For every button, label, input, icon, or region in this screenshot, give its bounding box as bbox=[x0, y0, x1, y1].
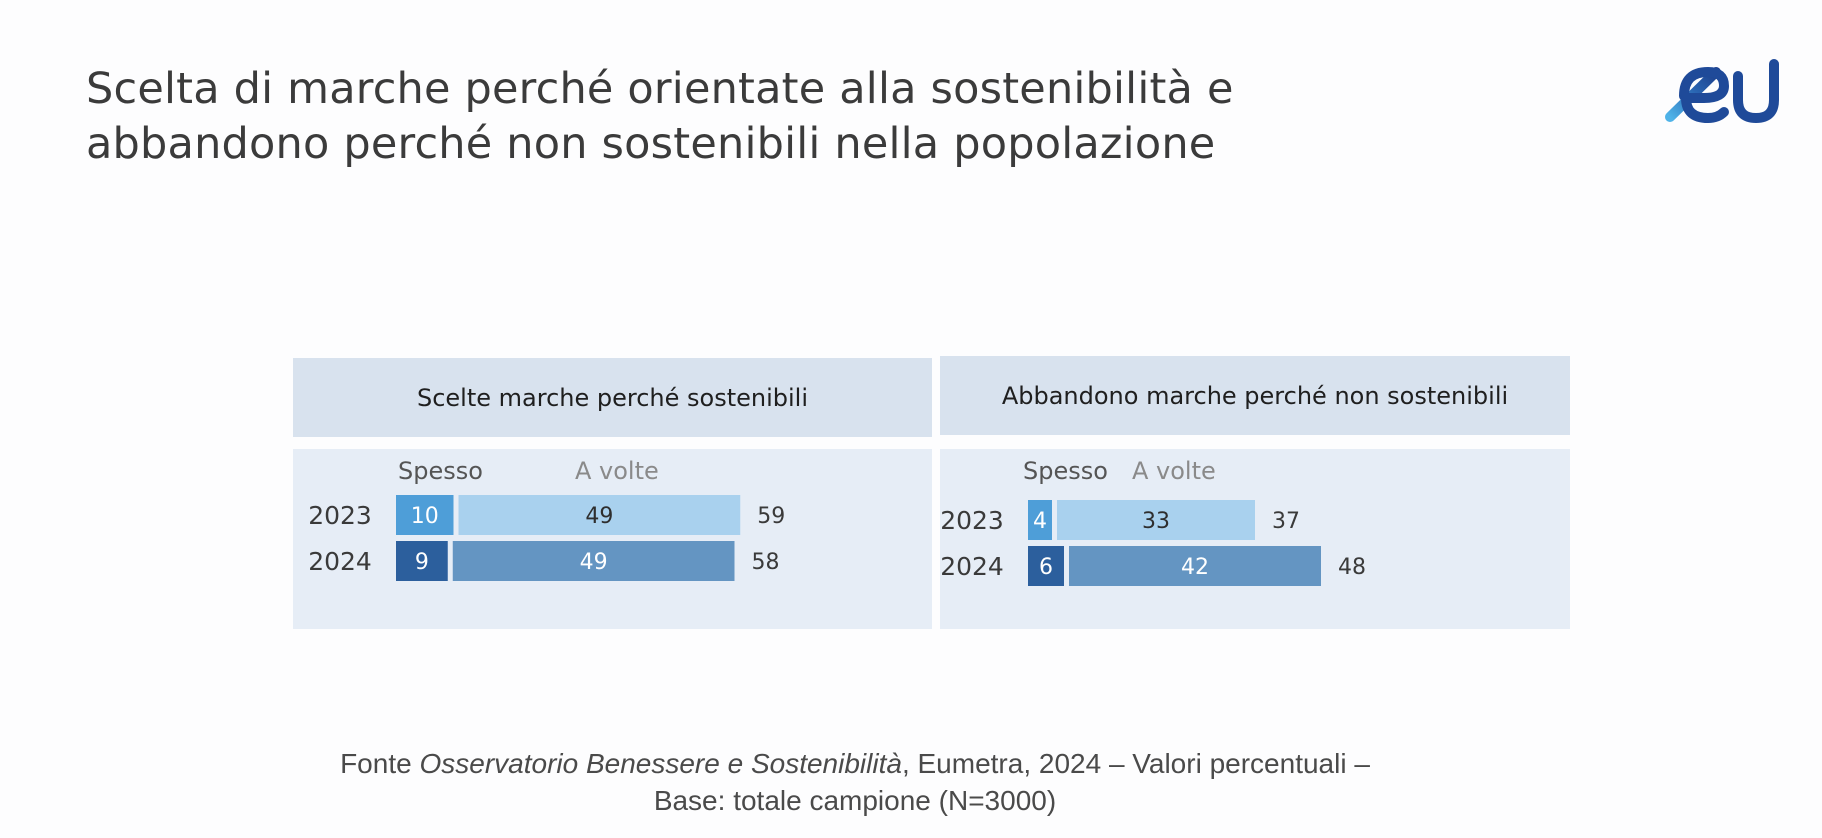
legend-a-volte: A volte bbox=[1132, 457, 1216, 485]
total-label-2023: 37 bbox=[1272, 509, 1300, 534]
bar-a-volte-2024 bbox=[1069, 546, 1321, 586]
data-label-a-volte-2023: 33 bbox=[1142, 509, 1170, 534]
data-label-spesso-2023: 4 bbox=[1033, 509, 1047, 534]
footer-line-1: Fonte Osservatorio Benessere e Sostenibi… bbox=[150, 745, 1560, 782]
bar-a-volte-2023 bbox=[458, 495, 741, 535]
category-label-2023: 2023 bbox=[940, 506, 1004, 535]
slide-title-line-2: abbandono perché non sostenibili nella p… bbox=[86, 119, 1216, 169]
eumetra-logo: eu bbox=[1665, 59, 1779, 124]
footer-source: Osservatorio Benessere e Sostenibilità bbox=[419, 748, 902, 779]
category-label-2023: 2023 bbox=[308, 501, 372, 530]
chart-scelte-sostenibili: Spesso A volte 2023 10 49 59 2024 9 49 58 bbox=[308, 457, 785, 581]
panel-body-scelte bbox=[293, 449, 932, 629]
category-label-2024: 2024 bbox=[308, 547, 372, 576]
slide-title: Scelta di marche perché orientate alla s… bbox=[86, 62, 1386, 172]
legend-a-volte: A volte bbox=[575, 457, 659, 485]
panel-header-abbandono: Abbandono marche perché non sostenibili bbox=[940, 356, 1570, 435]
total-label-2023: 59 bbox=[757, 504, 785, 529]
data-label-spesso-2023: 10 bbox=[411, 504, 439, 529]
category-label-2024: 2024 bbox=[940, 552, 1004, 581]
bar-spesso-2024 bbox=[396, 541, 448, 581]
source-footer: Fonte Osservatorio Benessere e Sostenibi… bbox=[150, 745, 1560, 819]
footer-suffix: , Eumetra, 2024 – Valori percentuali – bbox=[901, 748, 1370, 779]
data-label-spesso-2024: 9 bbox=[415, 550, 429, 575]
total-label-2024: 58 bbox=[752, 550, 780, 575]
bar-spesso-2023 bbox=[396, 495, 454, 535]
panel-title-abbandono: Abbandono marche perché non sostenibili bbox=[1001, 381, 1509, 410]
legend-spesso: Spesso bbox=[398, 457, 483, 485]
chart-abbandono-non-sostenibili: Spesso A volte 2023 4 33 37 2024 6 42 48 bbox=[940, 457, 1366, 586]
footer-prefix: Fonte bbox=[340, 748, 420, 779]
data-label-a-volte-2023: 49 bbox=[585, 504, 613, 529]
panel-header-scelte: Scelte marche perché sostenibili bbox=[293, 358, 932, 437]
data-label-a-volte-2024: 42 bbox=[1181, 555, 1209, 580]
data-label-a-volte-2024: 49 bbox=[580, 550, 608, 575]
bar-spesso-2023 bbox=[1028, 500, 1052, 540]
legend-spesso: Spesso bbox=[1023, 457, 1108, 485]
slide-title-line-1: Scelta di marche perché orientate alla s… bbox=[86, 64, 1234, 114]
bar-spesso-2024 bbox=[1028, 546, 1064, 586]
panel-title-scelte: Scelte marche perché sostenibili bbox=[416, 383, 809, 412]
data-label-spesso-2024: 6 bbox=[1039, 555, 1053, 580]
bar-a-volte-2023 bbox=[1057, 500, 1255, 540]
total-label-2024: 48 bbox=[1338, 555, 1366, 580]
bar-a-volte-2024 bbox=[452, 541, 735, 581]
footer-line-2: Base: totale campione (N=3000) bbox=[653, 785, 1057, 816]
